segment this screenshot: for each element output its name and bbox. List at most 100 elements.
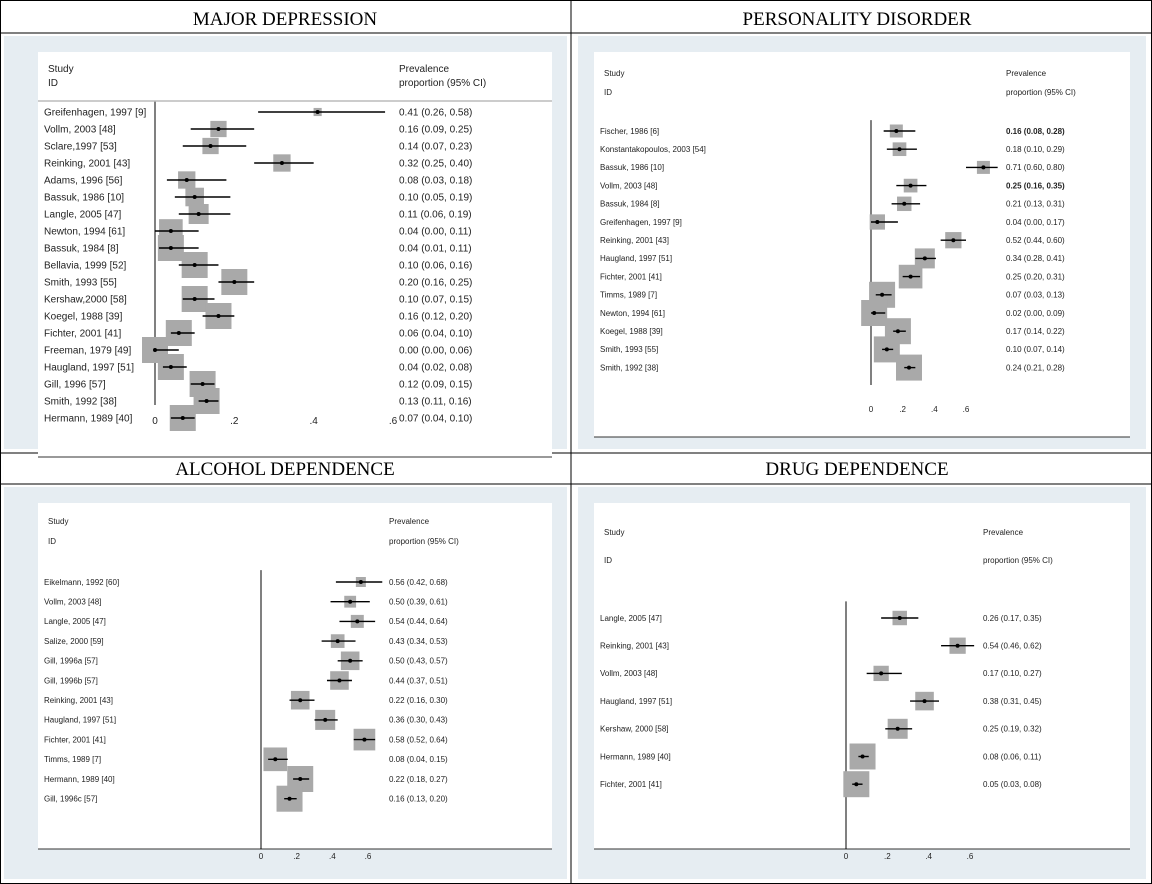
header-prevalence: Prevalence (399, 64, 449, 75)
point-estimate (279, 161, 284, 165)
estimate-text: 0.06 (0.04, 0.10) (399, 329, 472, 340)
estimate-text: 0.10 (0.05, 0.19) (399, 193, 472, 204)
point-estimate (287, 796, 292, 801)
header-id: ID (48, 78, 58, 89)
estimate-text: 0.16 (0.08, 0.28) (1006, 127, 1065, 136)
study-label: Fischer, 1986 [6] (600, 127, 659, 136)
point-estimate (908, 274, 913, 279)
estimate-text: 0.02 (0.00, 0.09) (1006, 309, 1065, 318)
x-tick-label: .4 (329, 852, 336, 861)
header-proportion-ci: proportion (95% CI) (389, 537, 459, 546)
point-estimate (232, 280, 237, 284)
header-id: ID (604, 88, 612, 97)
estimate-text: 0.17 (0.10, 0.27) (983, 669, 1042, 678)
study-label: Gill, 1996a [57] (44, 657, 98, 666)
x-tick-label: .2 (230, 416, 239, 427)
point-estimate (196, 212, 201, 216)
estimate-text: 0.54 (0.44, 0.64) (389, 617, 448, 626)
study-label: Adams, 1996 [56] (44, 176, 123, 187)
point-estimate (168, 365, 173, 369)
study-label: Vollm, 2003 [48] (44, 125, 116, 136)
study-label: Gill, 1996b [57] (44, 676, 98, 685)
study-label: Langle, 2005 [47] (44, 210, 122, 221)
study-label: Reinking, 2001 [43] (600, 236, 669, 245)
study-label: Hermann, 1989 [40] (44, 775, 115, 784)
x-tick-label: .6 (963, 405, 970, 414)
study-label: Vollm, 2003 [48] (44, 598, 101, 607)
estimate-text: 0.11 (0.06, 0.19) (399, 210, 472, 221)
study-label: Koegel, 1988 [39] (600, 327, 663, 336)
study-label: Timms, 1989 [7] (44, 755, 101, 764)
study-label: Koegel, 1988 [39] (44, 312, 123, 323)
study-label: Fichter, 2001 [41] (600, 780, 662, 789)
header-prevalence: Prevalence (983, 528, 1024, 537)
x-tick-label: .2 (884, 852, 891, 861)
study-label: Bassuk, 1984 [8] (44, 244, 119, 255)
study-label: Bassuk, 1986 [10] (600, 163, 664, 172)
study-label: Vollm, 2003 [48] (600, 669, 657, 678)
study-label: Smith, 1993 [55] (600, 345, 658, 354)
study-label: Timms, 1989 [7] (600, 291, 657, 300)
estimate-text: 0.26 (0.17, 0.35) (983, 614, 1042, 623)
header-proportion-ci: proportion (95% CI) (1006, 88, 1076, 97)
x-tick-label: .4 (931, 405, 938, 414)
estimate-text: 0.56 (0.42, 0.68) (389, 578, 448, 587)
x-tick-label: 0 (844, 852, 849, 861)
study-label: Salize, 2000 [59] (44, 637, 104, 646)
panel-title-personality-disorder: PERSONALITY DISORDER (743, 9, 972, 30)
estimate-text: 0.25 (0.20, 0.31) (1006, 272, 1065, 281)
estimate-text: 0.16 (0.13, 0.20) (389, 795, 448, 804)
point-estimate (895, 329, 900, 334)
study-label: Greifenhagen, 1997 [9] (600, 218, 682, 227)
point-estimate (348, 658, 353, 663)
point-estimate (880, 292, 885, 297)
estimate-text: 0.07 (0.04, 0.10) (399, 414, 472, 425)
study-label: Hermann, 1989 [40] (600, 752, 671, 761)
x-tick-label: .6 (389, 416, 398, 427)
point-estimate (907, 365, 911, 370)
point-estimate (854, 782, 859, 787)
x-tick-label: .2 (899, 405, 906, 414)
study-label: Greifenhagen, 1997 [9] (44, 108, 147, 119)
point-estimate (168, 229, 173, 233)
estimate-text: 0.34 (0.28, 0.41) (1006, 254, 1065, 263)
panel-drug-dependence: DRUG DEPENDENCE Study ID Prevalence proporti… (578, 459, 1146, 879)
study-label: Haugland, 1997 [51] (600, 697, 672, 706)
header-proportion-ci: proportion (95% CI) (983, 556, 1053, 565)
estimate-text: 0.21 (0.13, 0.31) (1006, 200, 1065, 209)
point-estimate (897, 616, 902, 620)
study-label: Fichter, 2001 [41] (600, 272, 662, 281)
header-id: ID (48, 537, 56, 546)
plot-area (594, 52, 1130, 437)
estimate-text: 0.43 (0.34, 0.53) (389, 637, 448, 646)
point-estimate (208, 144, 213, 148)
point-estimate (875, 220, 880, 224)
point-estimate (216, 127, 221, 131)
study-label: Reinking, 2001 [43] (44, 696, 113, 705)
x-tick-label: .6 (967, 852, 974, 861)
study-label: Fichter, 2001 [41] (44, 329, 121, 340)
point-estimate (951, 238, 956, 243)
study-label: Eikelmann, 1992 [60] (44, 578, 119, 587)
point-estimate (176, 331, 181, 335)
header-study: Study (48, 517, 68, 526)
study-label: Gill, 1996c [57] (44, 795, 97, 804)
estimate-text: 0.24 (0.21, 0.28) (1006, 363, 1065, 372)
estimate-text: 0.18 (0.10, 0.29) (1006, 145, 1065, 154)
estimate-text: 0.38 (0.31, 0.45) (983, 697, 1042, 706)
x-tick-label: .4 (309, 416, 318, 427)
study-label: Gill, 1996 [57] (44, 380, 106, 391)
study-label: Bassuk, 1984 [8] (600, 200, 660, 209)
x-tick-label: 0 (869, 405, 874, 414)
point-estimate (315, 110, 320, 114)
estimate-text: 0.04 (0.00, 0.17) (1006, 218, 1065, 227)
point-estimate (335, 639, 340, 644)
point-estimate (184, 178, 189, 182)
study-label: Haugland, 1997 [51] (44, 363, 134, 374)
estimate-text: 0.12 (0.09, 0.15) (399, 380, 472, 391)
point-estimate (273, 757, 278, 762)
estimate-text: 0.22 (0.16, 0.30) (389, 696, 448, 705)
point-estimate (180, 416, 185, 420)
study-label: Bellavia, 1999 [52] (44, 261, 127, 272)
